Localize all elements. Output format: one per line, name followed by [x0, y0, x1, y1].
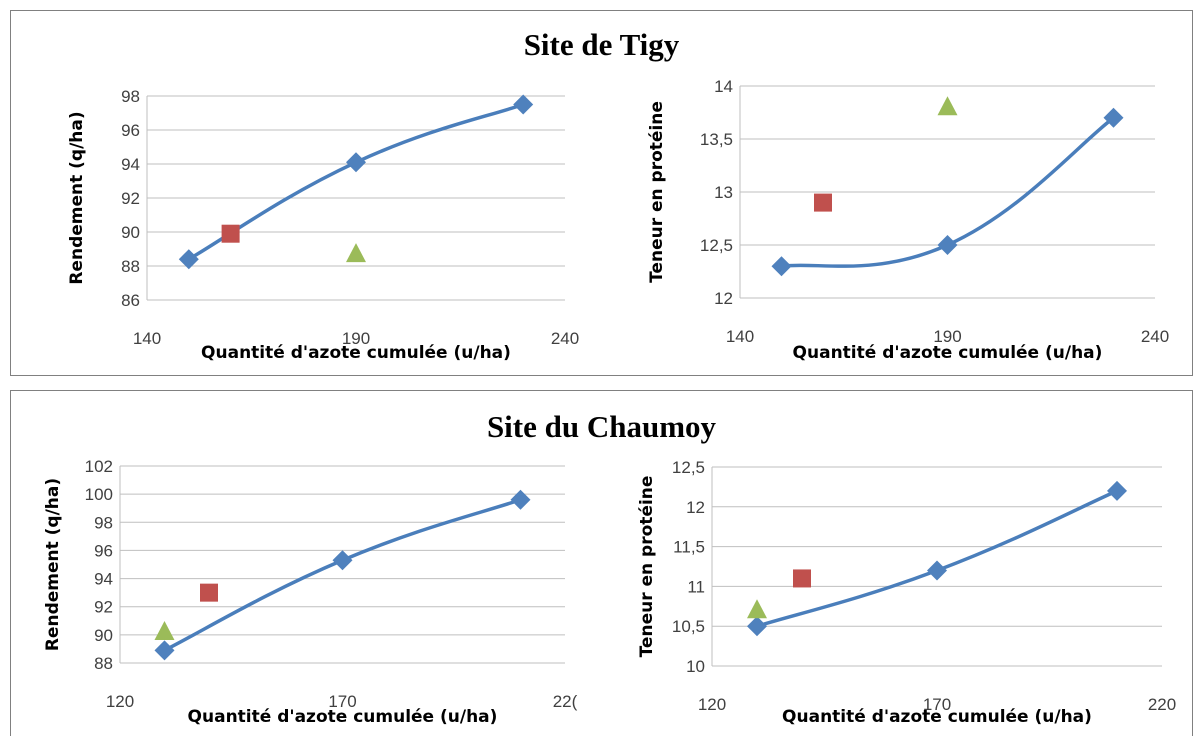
- x-tick-label: 220: [1148, 695, 1176, 714]
- y-axis-label: Rendement (q/ha): [67, 111, 87, 284]
- data-point-square: [793, 569, 811, 588]
- series-line: [755, 489, 1119, 628]
- data-point-square: [200, 583, 218, 602]
- y-tick-label: 96: [121, 121, 140, 140]
- data-point-diamond: [1103, 107, 1124, 128]
- y-tick-label: 88: [94, 654, 113, 673]
- y-tick-label: 10,5: [672, 617, 705, 636]
- data-point-diamond: [1107, 480, 1127, 501]
- y-tick-label: 102: [85, 457, 113, 476]
- y-tick-label: 86: [121, 291, 140, 310]
- data-point-diamond: [154, 640, 175, 661]
- x-tick-label: 170: [923, 695, 951, 714]
- y-tick-label: 13: [714, 183, 733, 202]
- y-tick-label: 96: [94, 541, 113, 560]
- y-tick-label: 94: [94, 570, 113, 589]
- y-tick-label: 100: [85, 485, 113, 504]
- y-tick-label: 88: [121, 257, 140, 276]
- data-point-triangle: [747, 599, 767, 619]
- y-tick-label: 94: [121, 155, 140, 174]
- y-tick-label: 13,5: [700, 130, 733, 149]
- site-panel-tigy: Site de Tigy: [10, 10, 1193, 376]
- data-point-diamond: [927, 560, 947, 581]
- y-tick-label: 12,5: [672, 458, 705, 477]
- x-tick-label: 140: [726, 327, 754, 346]
- y-tick-label: 12: [714, 289, 733, 308]
- x-axis-label: Quantité d'azote cumulée (u/ha): [188, 707, 498, 727]
- data-point-diamond: [332, 550, 353, 571]
- y-tick-label: 90: [121, 223, 140, 242]
- y-axis-label: Teneur en protéine: [647, 101, 667, 283]
- y-tick-label: 98: [121, 87, 140, 106]
- data-point-triangle: [346, 243, 366, 263]
- y-tick-label: 11,5: [673, 538, 705, 557]
- data-point-triangle: [154, 621, 175, 641]
- x-tick-label: 240: [551, 329, 579, 348]
- y-tick-label: 14: [714, 77, 733, 96]
- x-axis-label: Quantité d'azote cumulée (u/ha): [782, 707, 1092, 727]
- data-point-diamond: [747, 616, 767, 637]
- x-tick-label: 140: [133, 329, 161, 348]
- x-tick-label: 120: [106, 692, 134, 711]
- data-point-diamond: [178, 249, 199, 270]
- y-tick-label: 92: [121, 189, 140, 208]
- x-tick-label: 190: [933, 327, 961, 346]
- data-point-square: [814, 193, 832, 212]
- x-tick-label: 240: [1141, 327, 1169, 346]
- x-tick-label: 170: [328, 692, 356, 711]
- data-point-diamond: [937, 235, 958, 255]
- y-tick-label: 10: [686, 657, 705, 676]
- x-axis-label: Quantité d'azote cumulée (u/ha): [201, 343, 511, 363]
- data-point-diamond: [771, 256, 792, 277]
- data-point-diamond: [513, 94, 534, 115]
- site-panel-chaumoy: Site du Chaumoy: [10, 390, 1193, 736]
- y-tick-label: 12: [686, 498, 705, 517]
- y-tick-label: 11: [687, 577, 705, 596]
- data-point-diamond: [510, 489, 531, 510]
- data-point-diamond: [346, 152, 366, 173]
- site-title: Site de Tigy: [523, 27, 680, 62]
- x-tick-label: 22(: [553, 692, 578, 711]
- data-point-square: [221, 224, 240, 243]
- y-tick-label: 98: [94, 513, 113, 532]
- y-axis-label: Rendement (q/ha): [43, 478, 63, 651]
- x-axis-label: Quantité d'azote cumulée (u/ha): [793, 343, 1103, 363]
- data-point-triangle: [937, 96, 958, 116]
- y-tick-label: 90: [94, 626, 113, 645]
- y-tick-label: 92: [94, 598, 113, 617]
- y-axis-label: Teneur en protéine: [637, 476, 657, 658]
- x-tick-label: 190: [342, 329, 370, 348]
- site-title: Site du Chaumoy: [486, 409, 717, 444]
- y-tick-label: 12,5: [700, 236, 733, 255]
- x-tick-label: 120: [698, 695, 726, 714]
